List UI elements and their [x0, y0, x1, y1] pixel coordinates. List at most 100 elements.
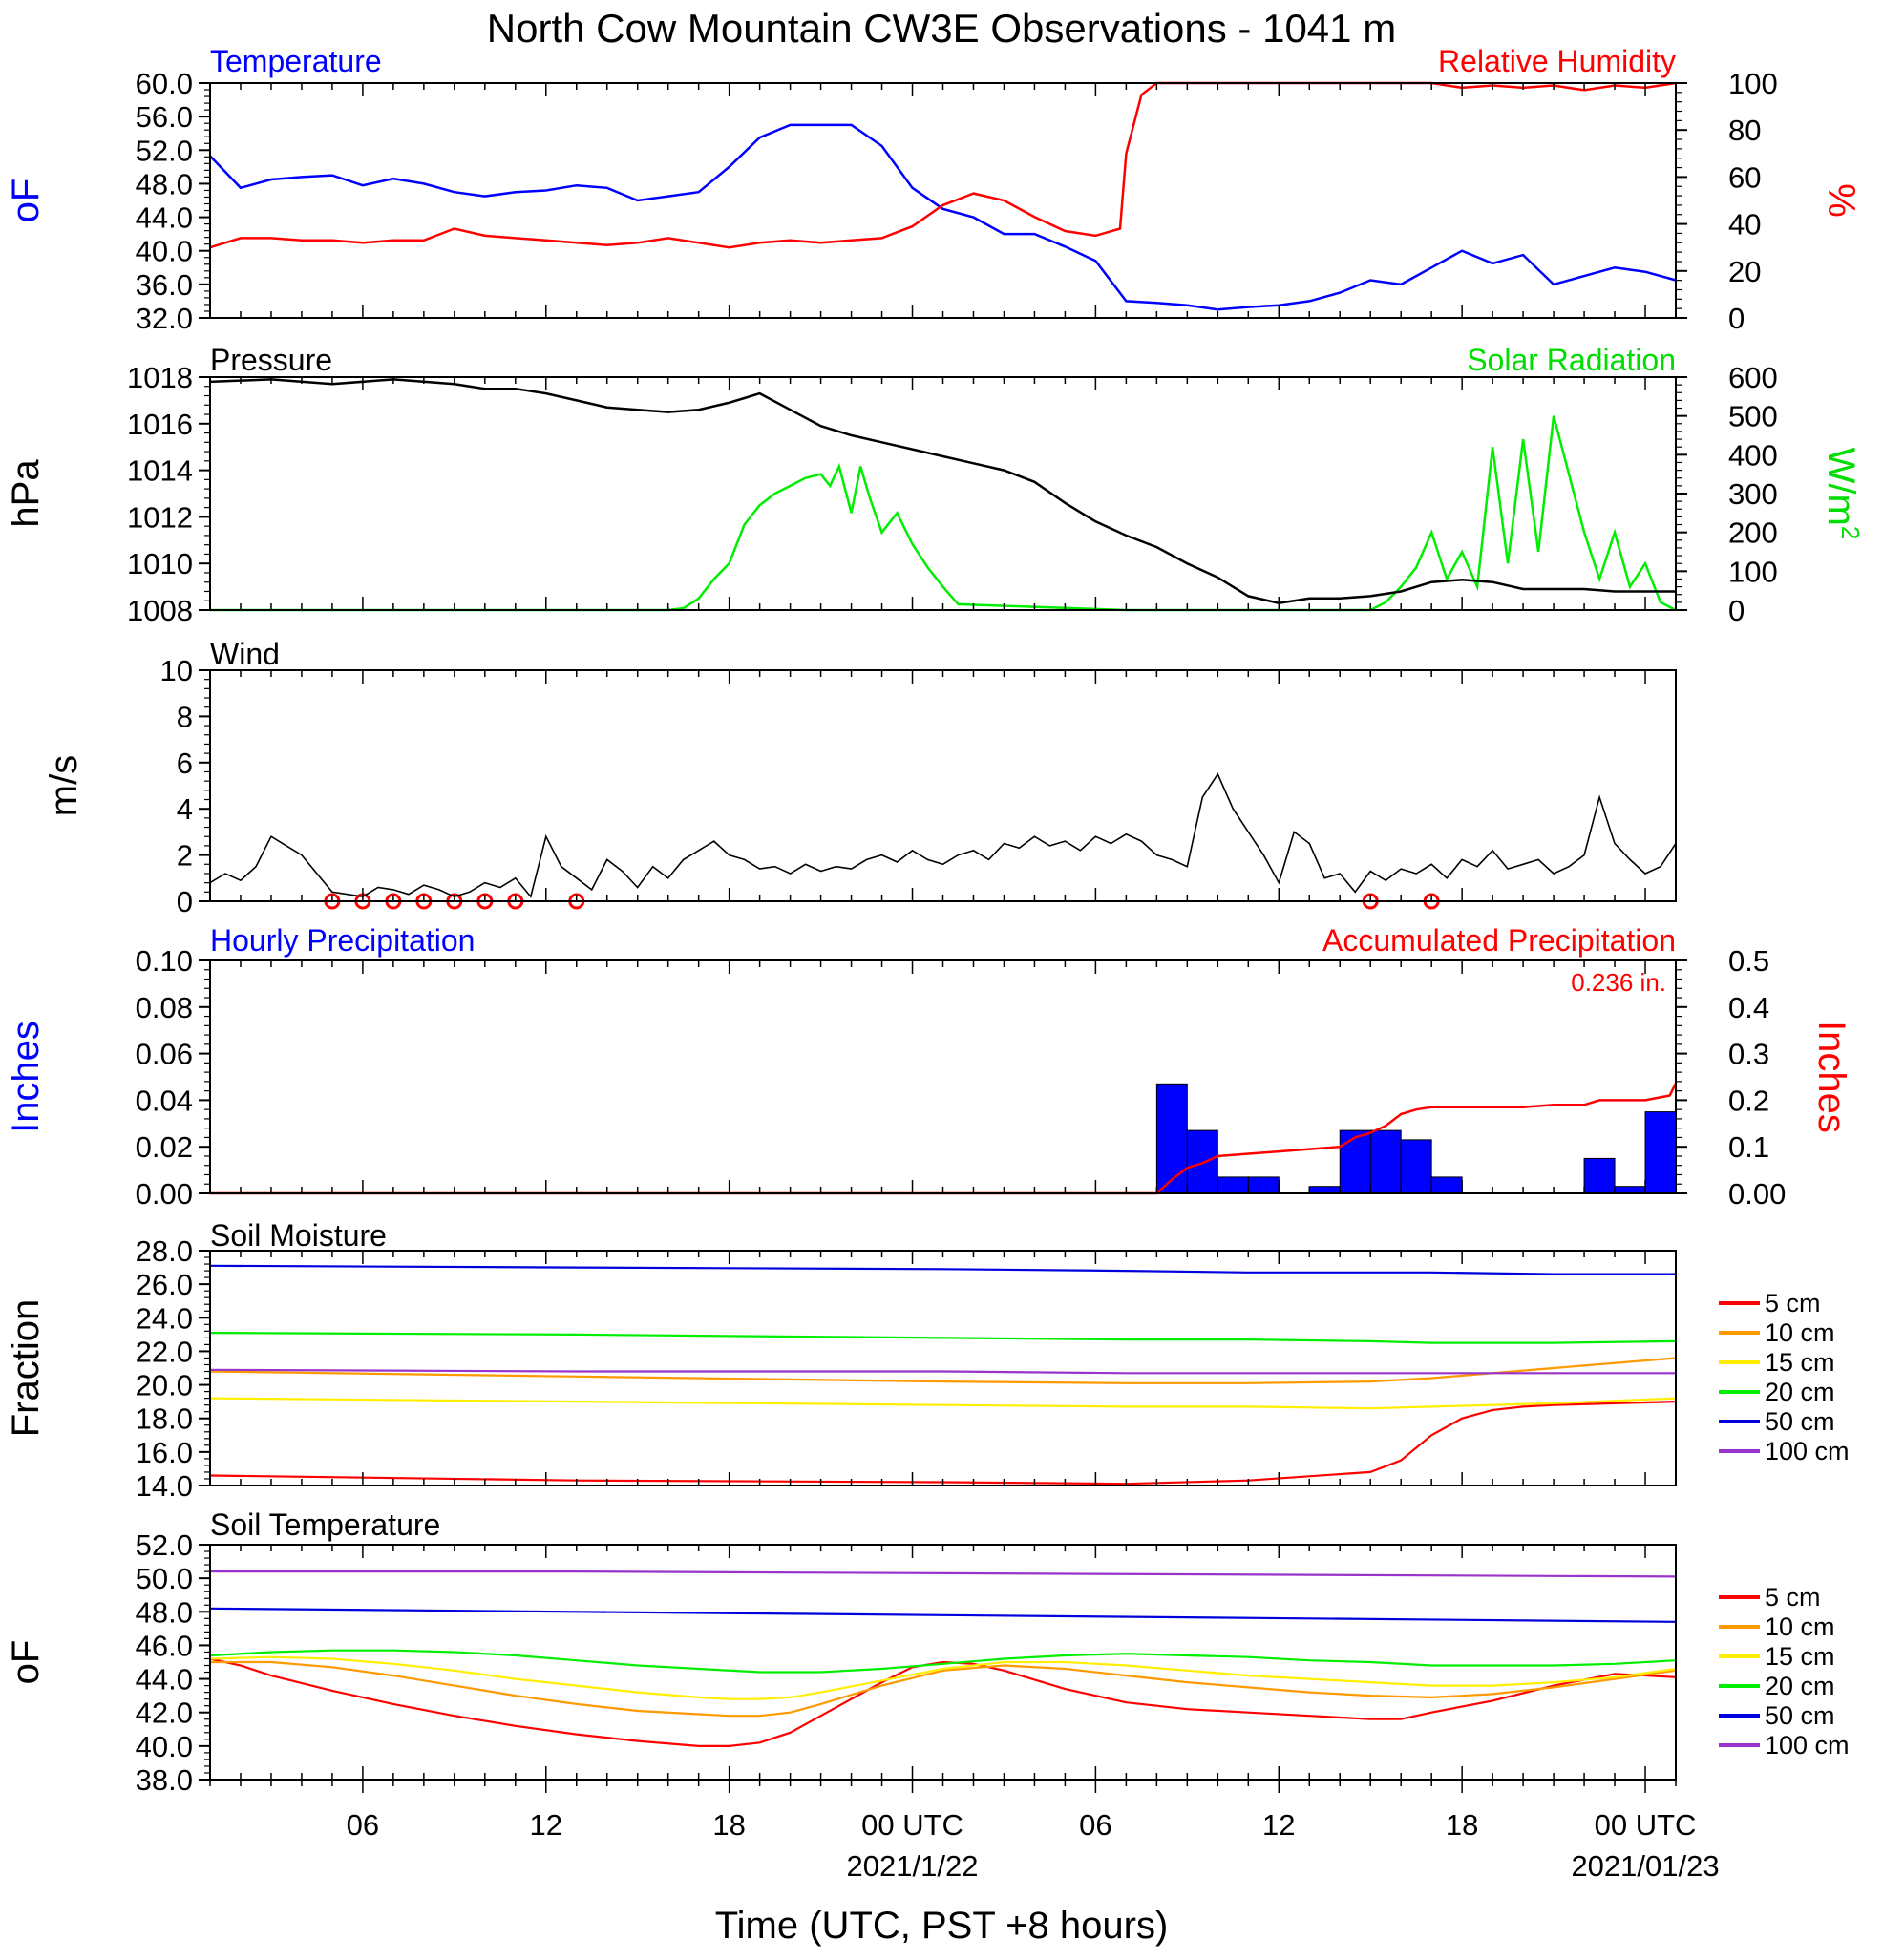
- x-tick-label: 18: [1446, 1808, 1478, 1842]
- hourly-precip-bar: [1217, 1176, 1249, 1194]
- wind-speed-series-line: [209, 772, 1677, 898]
- soil-temperature-tick-label: 48.0: [136, 1595, 193, 1629]
- hourly-precip-title: Hourly Precipitation: [210, 923, 475, 958]
- soil-temperature-legend-label: 10 cm: [1765, 1612, 1835, 1641]
- solar-axis-superscript: 2: [1836, 526, 1865, 539]
- temperature-series-line: [209, 123, 1677, 311]
- soil-moisture-title: Soil Moisture: [210, 1218, 387, 1253]
- hourly-precip-tick-label: 0.08: [136, 991, 193, 1024]
- soil-temperature-line-15cm: [209, 1655, 1677, 1700]
- pressure-tick-label: 1016: [127, 408, 193, 441]
- hourly-precip-bar: [1400, 1139, 1432, 1194]
- soil-temperature-title: Soil Temperature: [210, 1507, 440, 1542]
- accum-precip-tick-label: 0.2: [1728, 1084, 1769, 1117]
- soil-moisture-frame: [209, 1250, 1677, 1486]
- soil-temperature-line-100cm: [210, 1570, 1677, 1578]
- hourly-precip-bar: [1339, 1129, 1371, 1194]
- pressure-axis-label: hPa: [5, 459, 47, 528]
- soil-moisture-tick-label: 24.0: [136, 1301, 193, 1335]
- soil-temperature-tick-label: 44.0: [136, 1663, 193, 1697]
- soil-moisture-line-5cm: [209, 1401, 1677, 1486]
- x-tick-label: 18: [712, 1808, 745, 1842]
- pressure-tick-label: 1014: [127, 454, 193, 488]
- x-tick-label: 00 UTC: [861, 1808, 963, 1842]
- soil-temperature-line-5cm: [209, 1657, 1677, 1747]
- x-tick-label: 12: [530, 1808, 562, 1842]
- soil-temperature-legend-label: 20 cm: [1765, 1672, 1835, 1700]
- temperature-tick-label: 60.0: [136, 67, 193, 100]
- precipitation-panel: Hourly Precipitation Accumulated Precipi…: [5, 923, 1852, 1211]
- hourly-precip-tick-label: 0.00: [136, 1177, 193, 1211]
- x-tick-label: 06: [1079, 1808, 1111, 1842]
- hourly-precip-bar: [1644, 1111, 1677, 1194]
- accum-precip-tick-label: 0.4: [1728, 991, 1769, 1024]
- soil-moisture-legend-label: 5 cm: [1765, 1289, 1821, 1317]
- soil-temperature-tick-label: 40.0: [136, 1730, 193, 1763]
- humidity-tick-label: 20: [1728, 255, 1761, 288]
- hourly-precip-bar: [1155, 1083, 1188, 1194]
- soil-moisture-panel: Soil Moisture Fraction 28.026.024.022.02…: [5, 1218, 1850, 1503]
- soil-moisture-tick-label: 14.0: [136, 1469, 193, 1503]
- wind-title: Wind: [210, 637, 280, 671]
- humidity-tick-label: 60: [1728, 160, 1761, 194]
- soil-moisture-tick-label: 20.0: [136, 1369, 193, 1402]
- hourly-precip-tick-label: 0.04: [136, 1084, 193, 1117]
- accumulated-precipitation-line: [210, 1083, 1678, 1195]
- solar-axis-label: W/m2: [1820, 448, 1865, 540]
- solar-tick-label: 600: [1728, 361, 1778, 394]
- soil-temperature-tick-label: 52.0: [136, 1528, 193, 1562]
- temperature-tick-label: 48.0: [136, 167, 193, 200]
- soil-moisture-legend-label: 15 cm: [1765, 1348, 1835, 1377]
- humidity-tick-label: 80: [1728, 114, 1761, 147]
- wind-panel: Wind m/s 10 8 6 4 2 0: [43, 637, 1677, 918]
- soil-moisture-tick-label: 26.0: [136, 1268, 193, 1301]
- soil-moisture-legend-label: 20 cm: [1765, 1378, 1835, 1406]
- soil-temperature-tick-label: 38.0: [136, 1763, 193, 1797]
- soil-moisture-legend-label: 100 cm: [1765, 1437, 1850, 1465]
- solar-radiation-series-line: [210, 415, 1677, 612]
- temperature-tick-label: 40.0: [136, 235, 193, 268]
- soil-moisture-legend-label: 10 cm: [1765, 1318, 1835, 1347]
- soil-temperature-line-50cm: [209, 1607, 1677, 1623]
- soil-temperature-tick-label: 50.0: [136, 1562, 193, 1595]
- soil-moisture-tick-label: 18.0: [136, 1402, 193, 1436]
- temperature-tick-label: 56.0: [136, 100, 193, 134]
- wind-axis-label: m/s: [43, 755, 85, 816]
- hourly-precip-bar: [1583, 1157, 1616, 1194]
- wind-tick-label: 0: [177, 885, 193, 918]
- hourly-precip-bar: [1614, 1186, 1646, 1194]
- solar-tick-label: 200: [1728, 516, 1778, 550]
- humidity-tick-label: 100: [1728, 67, 1778, 100]
- wind-tick-label: 4: [177, 792, 193, 826]
- pressure-tick-label: 1018: [127, 361, 193, 394]
- temperature-tick-label: 36.0: [136, 268, 193, 302]
- soil-temperature-axis-label: oF: [5, 1640, 47, 1685]
- soil-temperature-tick-label: 46.0: [136, 1629, 193, 1662]
- temperature-title: Temperature: [210, 44, 382, 78]
- x-axis-label: Time (UTC, PST +8 hours): [715, 1905, 1169, 1947]
- accum-precip-tick-label: 0.1: [1728, 1130, 1769, 1164]
- wind-tick-label: 6: [177, 747, 193, 780]
- x-tick-label: 12: [1262, 1808, 1295, 1842]
- hourly-precip-axis-label: Inches: [5, 1021, 47, 1133]
- soil-moisture-line-100cm: [209, 1368, 1676, 1375]
- soil-moisture-line-15cm: [209, 1397, 1677, 1410]
- soil-moisture-tick-label: 22.0: [136, 1335, 193, 1368]
- x-date-label: 2021/01/23: [1571, 1849, 1719, 1883]
- wind-tick-label: 2: [177, 839, 193, 873]
- humidity-tick-label: 0: [1728, 302, 1745, 335]
- pressure-solar-panel: Pressure Solar Radiation hPa W/m2 1018 10…: [5, 343, 1865, 627]
- soil-moisture-tick-label: 16.0: [136, 1436, 193, 1469]
- temperature-tick-label: 52.0: [136, 134, 193, 167]
- accum-precip-tick-label: 0.5: [1728, 944, 1769, 978]
- hourly-precip-bar: [1247, 1176, 1280, 1194]
- soil-temperature-line-10cm: [210, 1660, 1677, 1718]
- pressure-tick-label: 1012: [127, 500, 193, 534]
- pressure-tick-label: 1010: [127, 547, 193, 580]
- hourly-precip-tick-label: 0.06: [136, 1038, 193, 1071]
- pressure-title: Pressure: [210, 343, 332, 377]
- solar-tick-label: 0: [1728, 594, 1745, 627]
